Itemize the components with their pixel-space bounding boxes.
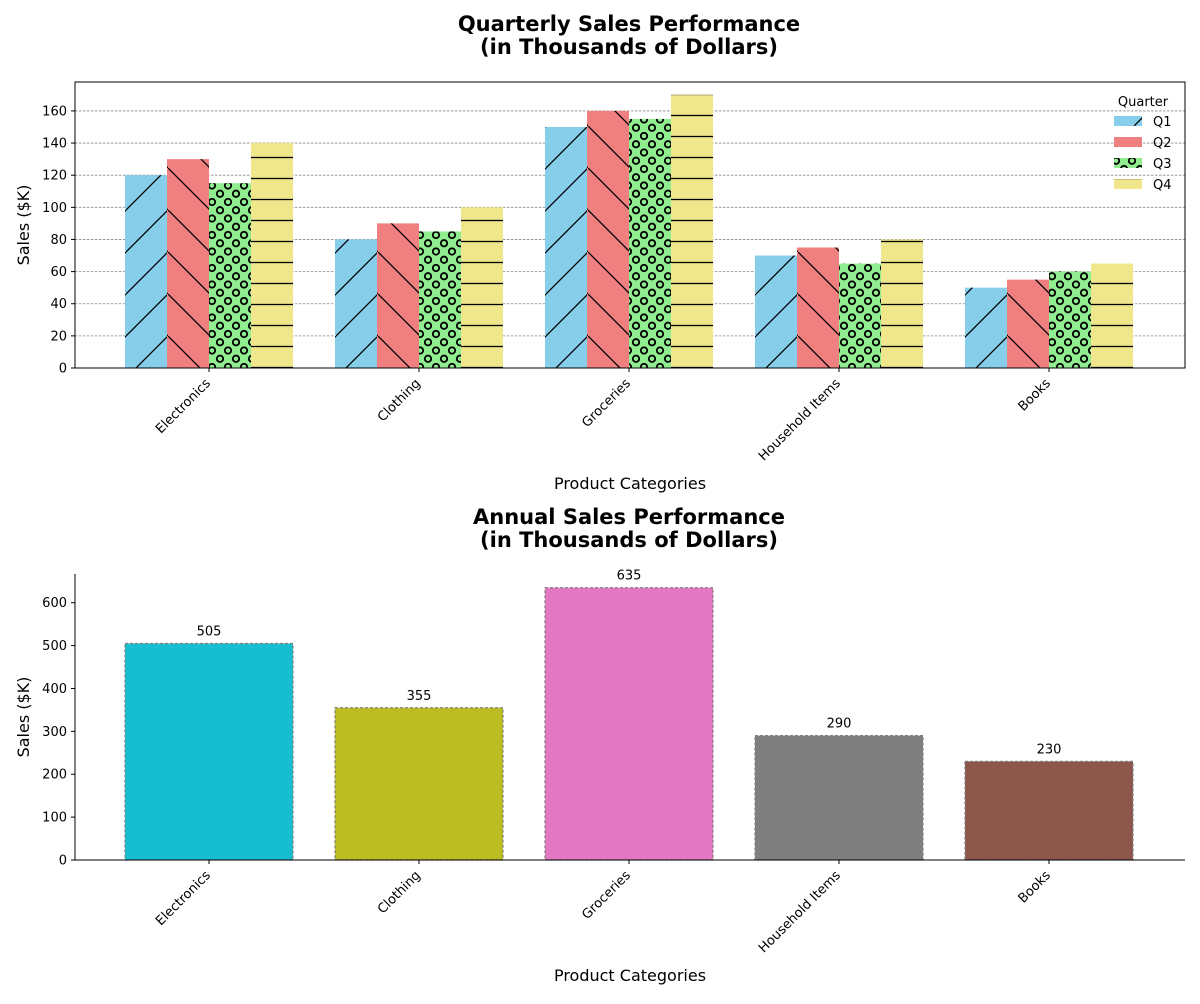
chart1-bar-hatch-groceries-q2	[587, 110, 629, 368]
chart1-y-axis-ticks: 0 20 40 60 80 100 120 140 160	[42, 104, 75, 377]
chart1-legend-label-q2: Q2	[1153, 136, 1172, 151]
chart1-bar-hatch-groceries-q3	[629, 118, 671, 369]
chart2-x-axis-ticks: Electronics Clothing Groceries Household It…	[153, 860, 1054, 956]
chart2-x-tick-label-groceries: Groceries	[579, 868, 634, 923]
chart1-x-tick-label-clothing: Clothing	[375, 376, 424, 425]
chart1-bar-hatch-books-q4	[1091, 263, 1133, 368]
chart1-bar-hatch-household-items-q3	[839, 263, 881, 368]
chart2-value-label-household-items: 290	[827, 717, 852, 732]
chart1-bar-hatch-books-q1	[965, 287, 1007, 368]
chart1-bars	[125, 94, 1133, 369]
chart2-y-tick-label: 600	[42, 596, 67, 611]
chart2-bar-electronics	[124, 642, 294, 861]
chart2-value-label-groceries: 635	[617, 569, 642, 584]
chart1-x-axis-label: Product Categories	[554, 474, 706, 493]
chart1-y-tick-label: 140	[42, 137, 67, 152]
chart1-legend: Quarter Q1 Q2 Q3 Q4	[1114, 95, 1172, 193]
chart2-value-label-books: 230	[1037, 742, 1062, 757]
chart1-x-tick-label-household-items: Household Items	[756, 376, 844, 464]
chart1-y-tick-label: 80	[50, 233, 67, 248]
chart1-x-tick-label-groceries: Groceries	[579, 376, 634, 431]
chart2-bar-clothing	[334, 707, 504, 861]
chart2-title-line1: Annual Sales Performance	[473, 505, 785, 529]
chart2-y-tick-label: 400	[42, 682, 67, 697]
chart1-bar-hatch-groceries-q1	[545, 126, 587, 368]
chart2-value-label-electronics: 505	[197, 624, 222, 639]
chart1-legend-title: Quarter	[1118, 95, 1169, 110]
chart1-bar-hatch-electronics-q1	[125, 175, 167, 368]
chart1-x-axis-ticks: Electronics Clothing Groceries Household It…	[153, 368, 1054, 464]
annual-sales-chart: Annual Sales Performance (in Thousands o…	[14, 505, 1185, 985]
chart2-x-tick-label-household-items: Household Items	[756, 868, 844, 956]
chart2-y-axis-ticks: 0 100 200 300 400 500 600	[42, 596, 75, 869]
chart2-title-line2: (in Thousands of Dollars)	[480, 528, 778, 552]
chart2-x-tick-label-electronics: Electronics	[153, 868, 214, 929]
chart1-bar-hatch-household-items-q4	[881, 239, 923, 368]
chart2-y-axis-label: Sales ($K)	[14, 677, 33, 758]
chart2-x-tick-label-books: Books	[1016, 868, 1054, 906]
chart1-bar-hatch-electronics-q4	[251, 143, 293, 368]
chart1-bar-hatch-household-items-q1	[755, 255, 797, 368]
chart1-x-tick-label-books: Books	[1016, 376, 1054, 414]
chart1-plot-frame	[74, 81, 1186, 369]
chart1-title-line2: (in Thousands of Dollars)	[480, 35, 778, 59]
chart1-y-tick-label: 120	[42, 169, 67, 184]
chart2-bar-groceries	[544, 587, 714, 861]
chart1-y-tick-label: 0	[59, 362, 67, 377]
chart2-bar-household-items	[754, 735, 924, 861]
chart1-bar-hatch-groceries-q4	[671, 94, 713, 368]
chart1-y-tick-label: 160	[42, 104, 67, 119]
chart2-y-tick-label: 200	[42, 768, 67, 783]
chart1-bar-hatch-household-items-q2	[797, 247, 839, 368]
chart1-y-axis-label: Sales ($K)	[14, 185, 33, 266]
chart1-bar-hatch-electronics-q3	[209, 183, 251, 368]
chart1-y-tick-label: 100	[42, 201, 67, 216]
chart1-legend-swatch-hatch-q2	[1114, 137, 1142, 147]
chart2-bars: 505 355 635 290 230	[124, 569, 1134, 861]
chart1-legend-label-q4: Q4	[1153, 178, 1172, 193]
chart2-x-axis-label: Product Categories	[554, 966, 706, 985]
chart2-y-tick-label: 0	[59, 854, 67, 869]
chart1-legend-swatch-hatch-q3	[1114, 158, 1142, 168]
chart1-y-tick-label: 20	[50, 329, 67, 344]
chart2-value-label-clothing: 355	[407, 689, 432, 704]
chart1-bar-hatch-clothing-q3	[419, 231, 461, 368]
chart1-bar-hatch-books-q2	[1007, 279, 1049, 368]
chart2-x-tick-label-clothing: Clothing	[375, 868, 424, 917]
chart2-y-tick-label: 500	[42, 639, 67, 654]
chart1-legend-swatch-hatch-q1	[1114, 116, 1142, 126]
chart1-x-tick-label-electronics: Electronics	[153, 376, 214, 437]
chart2-bar-books	[964, 760, 1134, 861]
chart1-bar-hatch-clothing-q1	[335, 239, 377, 368]
chart1-title-line1: Quarterly Sales Performance	[458, 12, 800, 36]
chart1-bar-hatch-clothing-q2	[377, 223, 419, 368]
chart1-bar-hatch-books-q3	[1049, 271, 1091, 368]
quarterly-sales-chart: Quarterly Sales Performance (in Thousand…	[14, 12, 1186, 493]
chart2-y-tick-label: 300	[42, 725, 67, 740]
chart2-y-tick-label: 100	[42, 811, 67, 826]
chart1-legend-swatch-hatch-q4	[1114, 179, 1142, 189]
chart1-legend-label-q1: Q1	[1153, 115, 1172, 130]
chart1-bar-hatch-clothing-q4	[461, 207, 503, 368]
chart1-y-tick-label: 60	[50, 265, 67, 280]
chart1-bar-hatch-electronics-q2	[167, 159, 209, 368]
chart1-y-tick-label: 40	[50, 297, 67, 312]
chart1-legend-label-q3: Q3	[1153, 157, 1172, 172]
